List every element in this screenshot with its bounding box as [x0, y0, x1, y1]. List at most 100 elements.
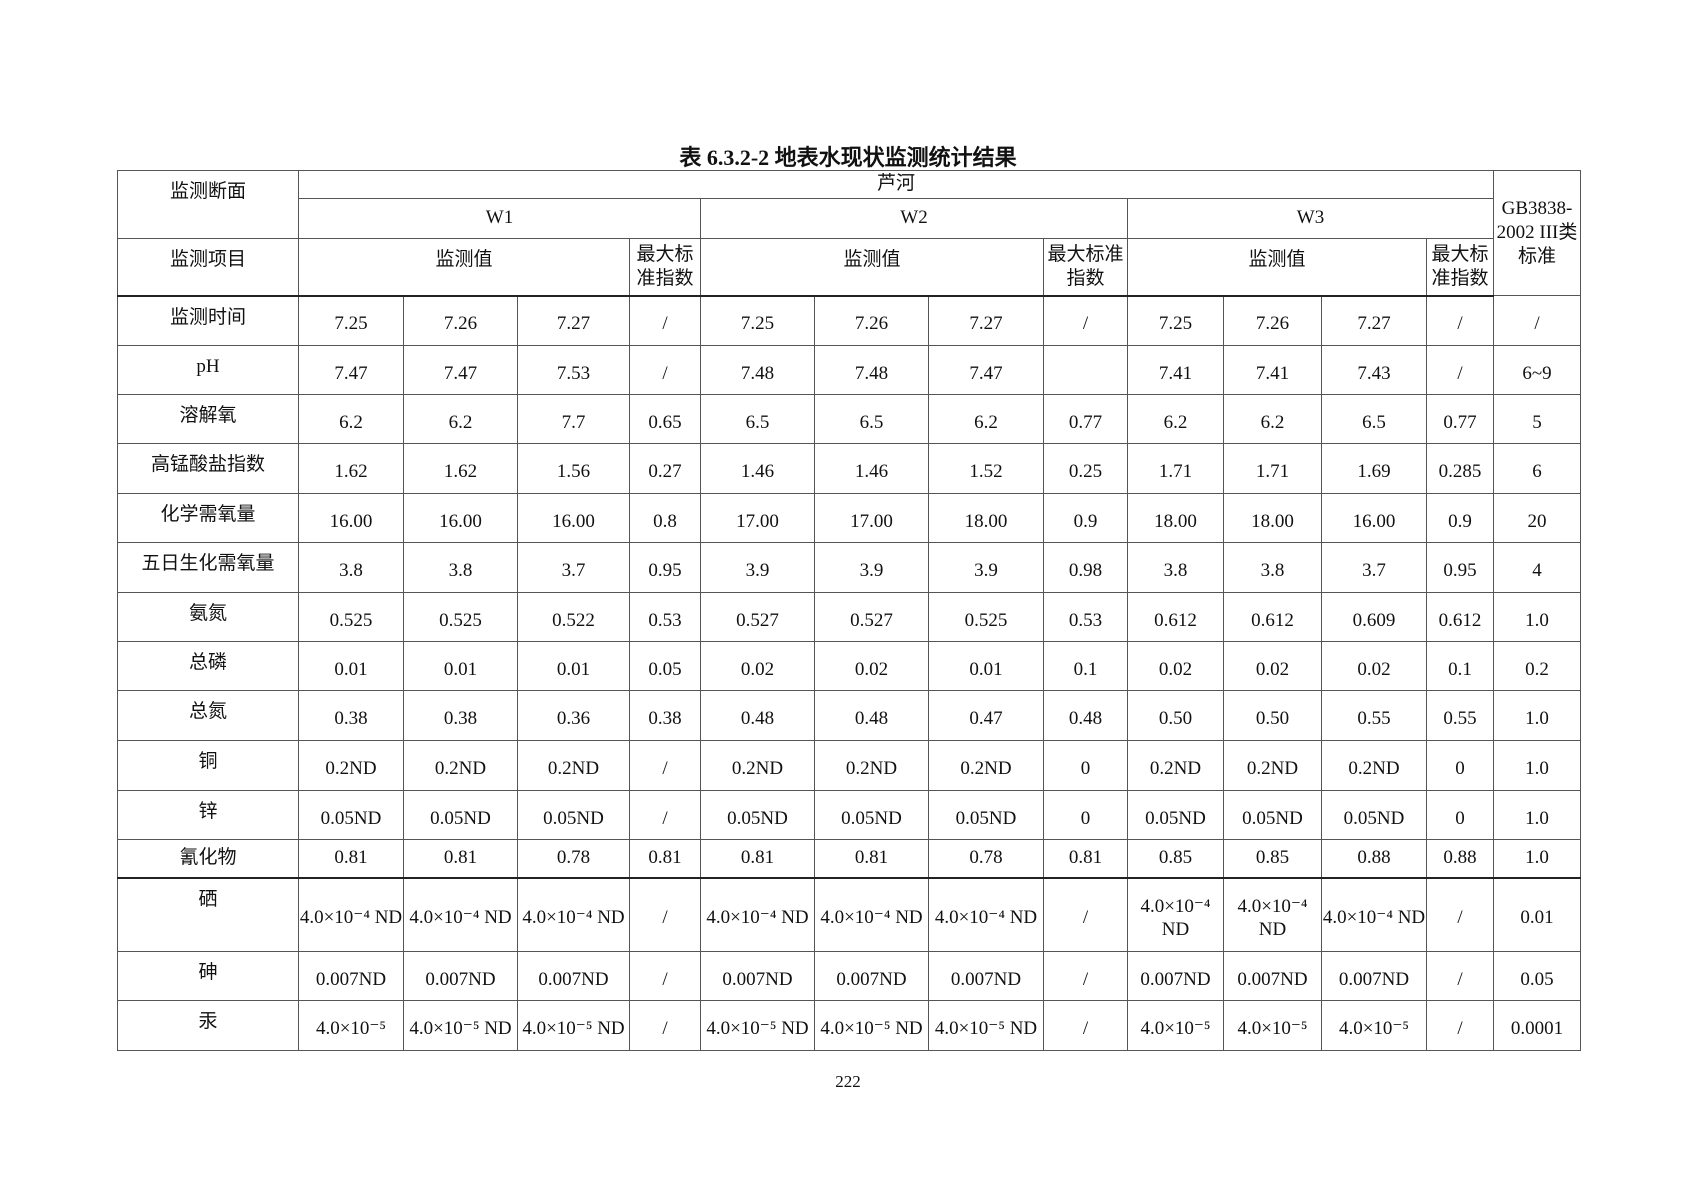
value-cell: 4.0×10⁻⁴ ND	[814, 877, 929, 952]
value-cell: 0.88	[1321, 839, 1427, 879]
table-row: 砷 0.007ND 0.007ND 0.007ND/0.007ND 0.007ND 0.0…	[117, 951, 1581, 1001]
table-row: 溶解氧 6.2 6.2 7.7 0.65 6.5 6.5 6.2 0.77 6.2 6.2 6.5 0.…	[117, 394, 1581, 444]
value-cell: 0.81	[700, 839, 815, 879]
value-cell: 0.02	[814, 641, 929, 691]
value-cell: 0.609	[1321, 592, 1427, 642]
value-header-w2: 监测值	[700, 238, 1044, 297]
value-cell: 0.525	[928, 592, 1044, 642]
value-cell: 0.527	[814, 592, 929, 642]
value-cell: 1.56	[517, 443, 630, 494]
value-cell: 0.38	[629, 690, 701, 741]
value-cell: 0.53	[629, 592, 701, 642]
value-cell: 0.007ND	[403, 951, 518, 1001]
value-cell: 7.27	[517, 295, 630, 346]
value-cell: /	[629, 877, 701, 952]
value-cell: 6.2	[1223, 394, 1322, 444]
value-cell: 0.65	[629, 394, 701, 444]
value-cell: /	[629, 295, 701, 346]
value-cell: 4.0×10⁻⁵ ND	[403, 1000, 518, 1051]
value-cell: 0.007ND	[298, 951, 404, 1001]
value-cell: 0.05ND	[814, 790, 929, 840]
value-cell: 7.48	[700, 345, 815, 395]
value-cell: 0.85	[1127, 839, 1224, 879]
value-cell: 0.1	[1426, 641, 1494, 691]
value-cell: 5	[1493, 394, 1581, 444]
value-cell: 6	[1493, 443, 1581, 494]
value-cell: 0.85	[1223, 839, 1322, 879]
value-cell: 0.2ND	[700, 740, 815, 791]
value-cell: 7.25	[1127, 295, 1224, 346]
value-cell: 0.50	[1223, 690, 1322, 741]
value-cell: 0	[1043, 790, 1128, 840]
value-cell: 0.2ND	[517, 740, 630, 791]
value-cell: /	[1426, 877, 1494, 952]
value-cell: 0.2ND	[1321, 740, 1427, 791]
value-cell: /	[1043, 1000, 1128, 1051]
item-name: 化学需氧量	[117, 493, 299, 543]
value-cell: 0.2ND	[1127, 740, 1224, 791]
value-cell: 7.41	[1223, 345, 1322, 395]
value-cell: 0.95	[629, 542, 701, 593]
value-cell: 17.00	[814, 493, 929, 543]
value-cell: 3.7	[517, 542, 630, 593]
value-cell: 0.77	[1426, 394, 1494, 444]
value-cell: 1.46	[700, 443, 815, 494]
value-cell: 0.612	[1223, 592, 1322, 642]
value-cell: 3.8	[1127, 542, 1224, 593]
value-cell: /	[629, 790, 701, 840]
value-cell: 16.00	[298, 493, 404, 543]
item-name: 铜	[117, 740, 299, 791]
value-cell: 6.5	[814, 394, 929, 444]
value-cell: 0.9	[1426, 493, 1494, 543]
value-cell: 4.0×10⁻⁴ ND	[517, 877, 630, 952]
value-cell: 17.00	[700, 493, 815, 543]
item-name: 五日生化需氧量	[117, 542, 299, 593]
value-cell: 0.527	[700, 592, 815, 642]
table-row: 化学需氧量 16.00 16.00 16.00 0.8 17.00 17.00 18.00 0.…	[117, 493, 1581, 543]
value-cell: /	[629, 951, 701, 1001]
value-cell: 0.05	[629, 641, 701, 691]
value-cell: 6.2	[1127, 394, 1224, 444]
value-cell: 0.05ND	[298, 790, 404, 840]
value-cell: 0.525	[298, 592, 404, 642]
value-cell: 0.05ND	[403, 790, 518, 840]
value-cell: /	[1426, 1000, 1494, 1051]
value-cell: /	[1043, 951, 1128, 1001]
value-cell: 0.1	[1043, 641, 1128, 691]
value-cell: 6.2	[298, 394, 404, 444]
value-cell: 7.7	[517, 394, 630, 444]
value-cell: 0	[1426, 790, 1494, 840]
value-header-w3: 监测值	[1127, 238, 1427, 297]
monitoring-results-table: 监测断面 芦河 GB3838-2002 III类标准 W1 W2 W3 监测项目…	[117, 170, 1581, 1051]
value-cell: 1.71	[1223, 443, 1322, 494]
value-cell: 0.007ND	[814, 951, 929, 1001]
value-cell: 0.53	[1043, 592, 1128, 642]
value-cell: 0.36	[517, 690, 630, 741]
value-cell: 4	[1493, 542, 1581, 593]
value-cell: 3.7	[1321, 542, 1427, 593]
value-cell: 3.8	[403, 542, 518, 593]
value-cell: 7.25	[700, 295, 815, 346]
value-cell: 0.81	[1043, 839, 1128, 879]
item-name: 锌	[117, 790, 299, 840]
value-cell: 0.98	[1043, 542, 1128, 593]
value-cell: 0.95	[1426, 542, 1494, 593]
value-cell: 0.285	[1426, 443, 1494, 494]
item-name: 氨氮	[117, 592, 299, 642]
value-cell: 0.48	[700, 690, 815, 741]
value-cell: 0.2ND	[814, 740, 929, 791]
section-header: 监测断面	[117, 170, 299, 239]
value-cell: 7.27	[928, 295, 1044, 346]
value-cell: 0.007ND	[517, 951, 630, 1001]
item-name: 监测时间	[117, 295, 299, 346]
table-row: 硒 4.0×10⁻⁴ ND 4.0×10⁻⁴ ND 4.0×10⁻⁴ ND/4.0×1…	[117, 877, 1581, 952]
value-cell: 18.00	[1127, 493, 1224, 543]
value-cell: 0.02	[700, 641, 815, 691]
value-cell: /	[1043, 877, 1128, 952]
value-cell: 4.0×10⁻⁵	[1223, 1000, 1322, 1051]
item-name: 汞	[117, 1000, 299, 1051]
value-cell: 0.78	[928, 839, 1044, 879]
value-cell: /	[629, 740, 701, 791]
value-cell: 0.2	[1493, 641, 1581, 691]
item-name: 总氮	[117, 690, 299, 741]
